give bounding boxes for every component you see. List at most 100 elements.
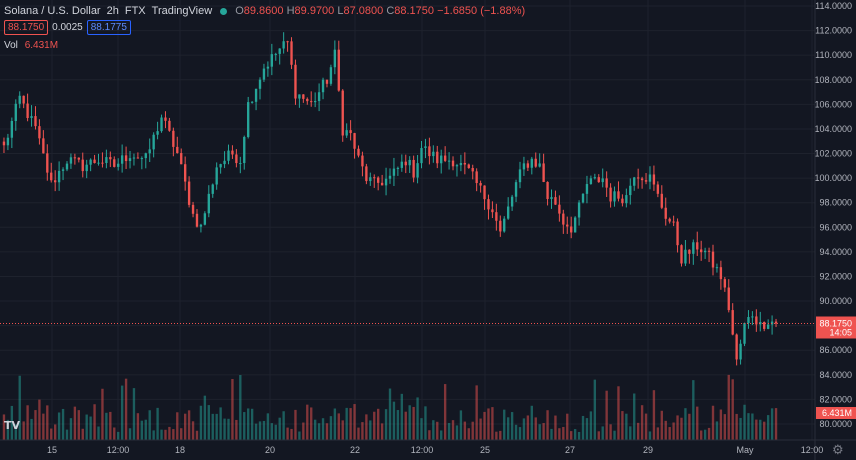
volume-bar	[514, 424, 518, 440]
volume-bar	[636, 422, 640, 440]
candle-body	[243, 136, 246, 164]
candle-body	[136, 157, 140, 159]
buy-button[interactable]: 88.1775	[86, 20, 131, 35]
interval-label[interactable]: 2h	[106, 5, 119, 17]
candle-body	[262, 68, 266, 80]
volume-bar	[337, 413, 340, 440]
gear-icon[interactable]: ⚙	[832, 442, 844, 457]
current-price-tag[interactable]	[816, 316, 856, 339]
candle-body	[73, 157, 77, 159]
volume-bar	[286, 427, 289, 440]
candle-body	[61, 169, 65, 171]
volume-bar	[573, 429, 577, 440]
candle-body	[310, 101, 313, 103]
candle-body	[317, 92, 321, 102]
candle-body	[530, 158, 533, 168]
volume-bar	[660, 410, 663, 440]
volume-bar	[566, 413, 569, 440]
candle-body	[132, 157, 136, 159]
candle-body	[384, 178, 388, 186]
volume-bar	[558, 428, 561, 440]
candle-body	[369, 177, 372, 182]
candle-body	[601, 178, 604, 183]
volume-tag	[816, 407, 856, 419]
candle-body	[554, 197, 557, 205]
time-axis-label: 20	[265, 445, 275, 455]
time-axis-label: 12:00	[801, 445, 824, 455]
volume-bar	[53, 424, 57, 440]
volume-tag-text: 6.431M	[822, 408, 852, 418]
volume-bar	[345, 407, 348, 440]
volume-bar	[235, 419, 238, 440]
volume-bar	[700, 430, 703, 440]
volume-bar	[774, 408, 778, 440]
candle-body	[388, 175, 392, 179]
candle-body	[636, 177, 640, 179]
candle-body	[684, 249, 687, 264]
volume-bar	[85, 414, 88, 440]
candle-body	[668, 218, 671, 222]
candle-body	[526, 163, 530, 168]
candle-body	[124, 155, 128, 162]
price-axis-label: 114.0000	[815, 1, 852, 11]
volume-bar	[577, 431, 581, 440]
volume-bar	[274, 424, 277, 440]
candle-body	[357, 148, 360, 156]
candle-body	[148, 149, 151, 154]
volume-bar	[404, 411, 407, 440]
volume-bar	[585, 418, 589, 440]
candle-body	[250, 101, 254, 103]
chart-legend: Solana / U.S. Dollar 2h FTX TradingView …	[4, 4, 525, 53]
candle-body	[211, 184, 214, 194]
volume-bar	[609, 424, 612, 440]
candle-body	[688, 249, 691, 254]
symbol-name[interactable]: Solana / U.S. Dollar	[4, 5, 101, 17]
volume-bar	[668, 427, 671, 440]
volume-bar	[124, 378, 128, 440]
candle-body	[254, 88, 258, 102]
candle-body	[707, 250, 711, 252]
candle-body	[85, 164, 88, 172]
volume-bar	[156, 407, 159, 440]
price-axis-label: 108.0000	[814, 75, 852, 85]
candle-body	[306, 98, 309, 102]
candle-body	[290, 41, 293, 65]
volume-bar	[341, 420, 344, 440]
volume-bar	[696, 406, 699, 440]
candle-body	[676, 221, 679, 246]
candle-body	[487, 199, 490, 210]
candle-body	[495, 212, 498, 221]
volume-bar	[440, 430, 443, 440]
candle-body	[703, 250, 707, 253]
volume-bar	[388, 388, 392, 440]
candle-body	[412, 159, 415, 178]
volume-label[interactable]: Vol	[4, 40, 18, 51]
volume-bar	[755, 419, 758, 440]
price-axis-label: 82.0000	[819, 394, 852, 404]
candle-body	[199, 224, 203, 227]
time-axis-label: 25	[480, 445, 490, 455]
sell-button[interactable]: 88.1750	[4, 20, 49, 35]
candle-body	[65, 163, 69, 170]
volume-bar	[164, 429, 167, 440]
tradingview-logo-icon[interactable]: TV	[4, 419, 21, 432]
candle-body	[416, 163, 419, 178]
candle-body	[140, 158, 144, 160]
price-axis-label: 86.0000	[819, 345, 852, 355]
volume-bar	[518, 427, 522, 440]
candle-body	[629, 185, 632, 196]
volume-bar	[199, 405, 203, 440]
candle-body	[597, 177, 600, 183]
volume-bar	[183, 413, 187, 440]
volume-bar	[467, 428, 470, 440]
candle-body	[109, 157, 112, 160]
candle-body	[420, 148, 423, 164]
candle-body	[215, 167, 218, 185]
candle-body	[621, 198, 624, 204]
volume-bar	[506, 417, 510, 440]
candle-body	[89, 159, 92, 165]
candle-body	[459, 163, 463, 166]
volume-bar	[487, 408, 490, 440]
